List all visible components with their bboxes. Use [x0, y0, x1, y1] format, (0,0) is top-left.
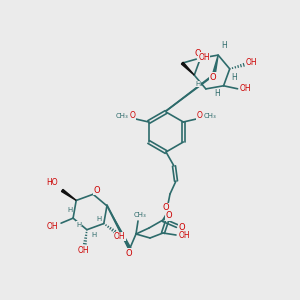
- Text: CH₃: CH₃: [115, 113, 128, 119]
- Text: CH₃: CH₃: [204, 113, 217, 119]
- Text: H: H: [221, 40, 227, 50]
- Text: CH₃: CH₃: [134, 212, 146, 218]
- Text: OH: OH: [78, 246, 90, 255]
- Text: OH: OH: [178, 230, 190, 239]
- Text: H: H: [215, 89, 220, 98]
- Text: OH: OH: [114, 232, 126, 241]
- Text: O: O: [179, 224, 185, 232]
- Text: H: H: [231, 74, 237, 82]
- Text: O: O: [194, 49, 201, 58]
- Polygon shape: [182, 62, 194, 75]
- Text: OH: OH: [240, 84, 251, 93]
- Text: O: O: [130, 112, 136, 121]
- Text: O: O: [94, 186, 101, 195]
- Text: OH: OH: [199, 52, 210, 62]
- Text: OH: OH: [46, 222, 58, 231]
- Text: O: O: [210, 73, 217, 82]
- Polygon shape: [107, 206, 131, 250]
- Text: O: O: [126, 248, 132, 257]
- Text: H: H: [76, 222, 82, 228]
- Text: O: O: [166, 212, 172, 220]
- Text: OH: OH: [246, 58, 257, 68]
- Polygon shape: [61, 189, 76, 200]
- Polygon shape: [213, 55, 218, 74]
- Text: H: H: [96, 216, 101, 222]
- Text: H: H: [91, 232, 97, 238]
- Text: H: H: [195, 81, 200, 87]
- Text: O: O: [163, 203, 169, 212]
- Text: H: H: [68, 207, 73, 213]
- Text: O: O: [196, 112, 202, 121]
- Text: HO: HO: [46, 178, 58, 187]
